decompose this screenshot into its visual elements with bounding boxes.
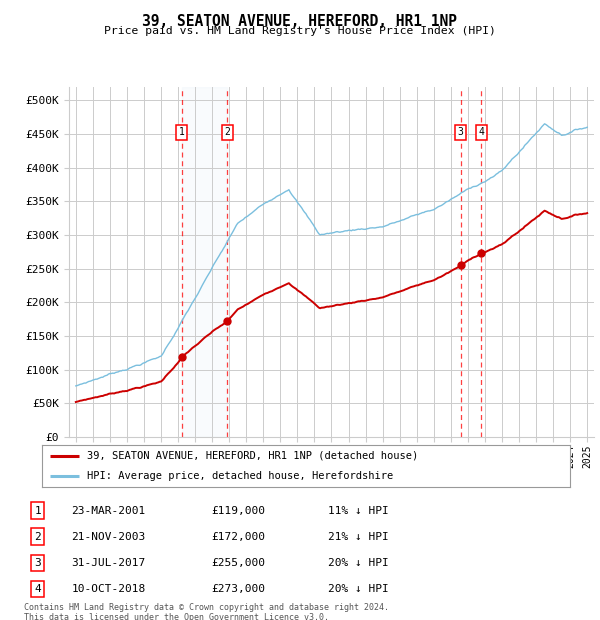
Text: 39, SEATON AVENUE, HEREFORD, HR1 1NP: 39, SEATON AVENUE, HEREFORD, HR1 1NP [143, 14, 458, 29]
Text: 1: 1 [35, 505, 41, 516]
Text: 20% ↓ HPI: 20% ↓ HPI [328, 583, 389, 594]
Text: £172,000: £172,000 [211, 531, 265, 542]
Text: HPI: Average price, detached house, Herefordshire: HPI: Average price, detached house, Here… [87, 471, 393, 481]
Text: 2: 2 [224, 127, 230, 138]
Text: 31-JUL-2017: 31-JUL-2017 [71, 557, 146, 568]
Text: 2: 2 [35, 531, 41, 542]
Text: 4: 4 [35, 583, 41, 594]
Text: £119,000: £119,000 [211, 505, 265, 516]
Text: Price paid vs. HM Land Registry's House Price Index (HPI): Price paid vs. HM Land Registry's House … [104, 26, 496, 36]
Text: 4: 4 [478, 127, 484, 138]
Text: 11% ↓ HPI: 11% ↓ HPI [328, 505, 389, 516]
Text: £273,000: £273,000 [211, 583, 265, 594]
Text: 1: 1 [179, 127, 185, 138]
Bar [182, 87, 227, 437]
Text: £255,000: £255,000 [211, 557, 265, 568]
Text: 3: 3 [458, 127, 464, 138]
Text: 21-NOV-2003: 21-NOV-2003 [71, 531, 146, 542]
Text: 3: 3 [35, 557, 41, 568]
Text: 10-OCT-2018: 10-OCT-2018 [71, 583, 146, 594]
Text: 23-MAR-2001: 23-MAR-2001 [71, 505, 146, 516]
Text: 21% ↓ HPI: 21% ↓ HPI [328, 531, 389, 542]
Text: 20% ↓ HPI: 20% ↓ HPI [328, 557, 389, 568]
Text: Contains HM Land Registry data © Crown copyright and database right 2024.
This d: Contains HM Land Registry data © Crown c… [24, 603, 389, 620]
Text: 39, SEATON AVENUE, HEREFORD, HR1 1NP (detached house): 39, SEATON AVENUE, HEREFORD, HR1 1NP (de… [87, 451, 418, 461]
